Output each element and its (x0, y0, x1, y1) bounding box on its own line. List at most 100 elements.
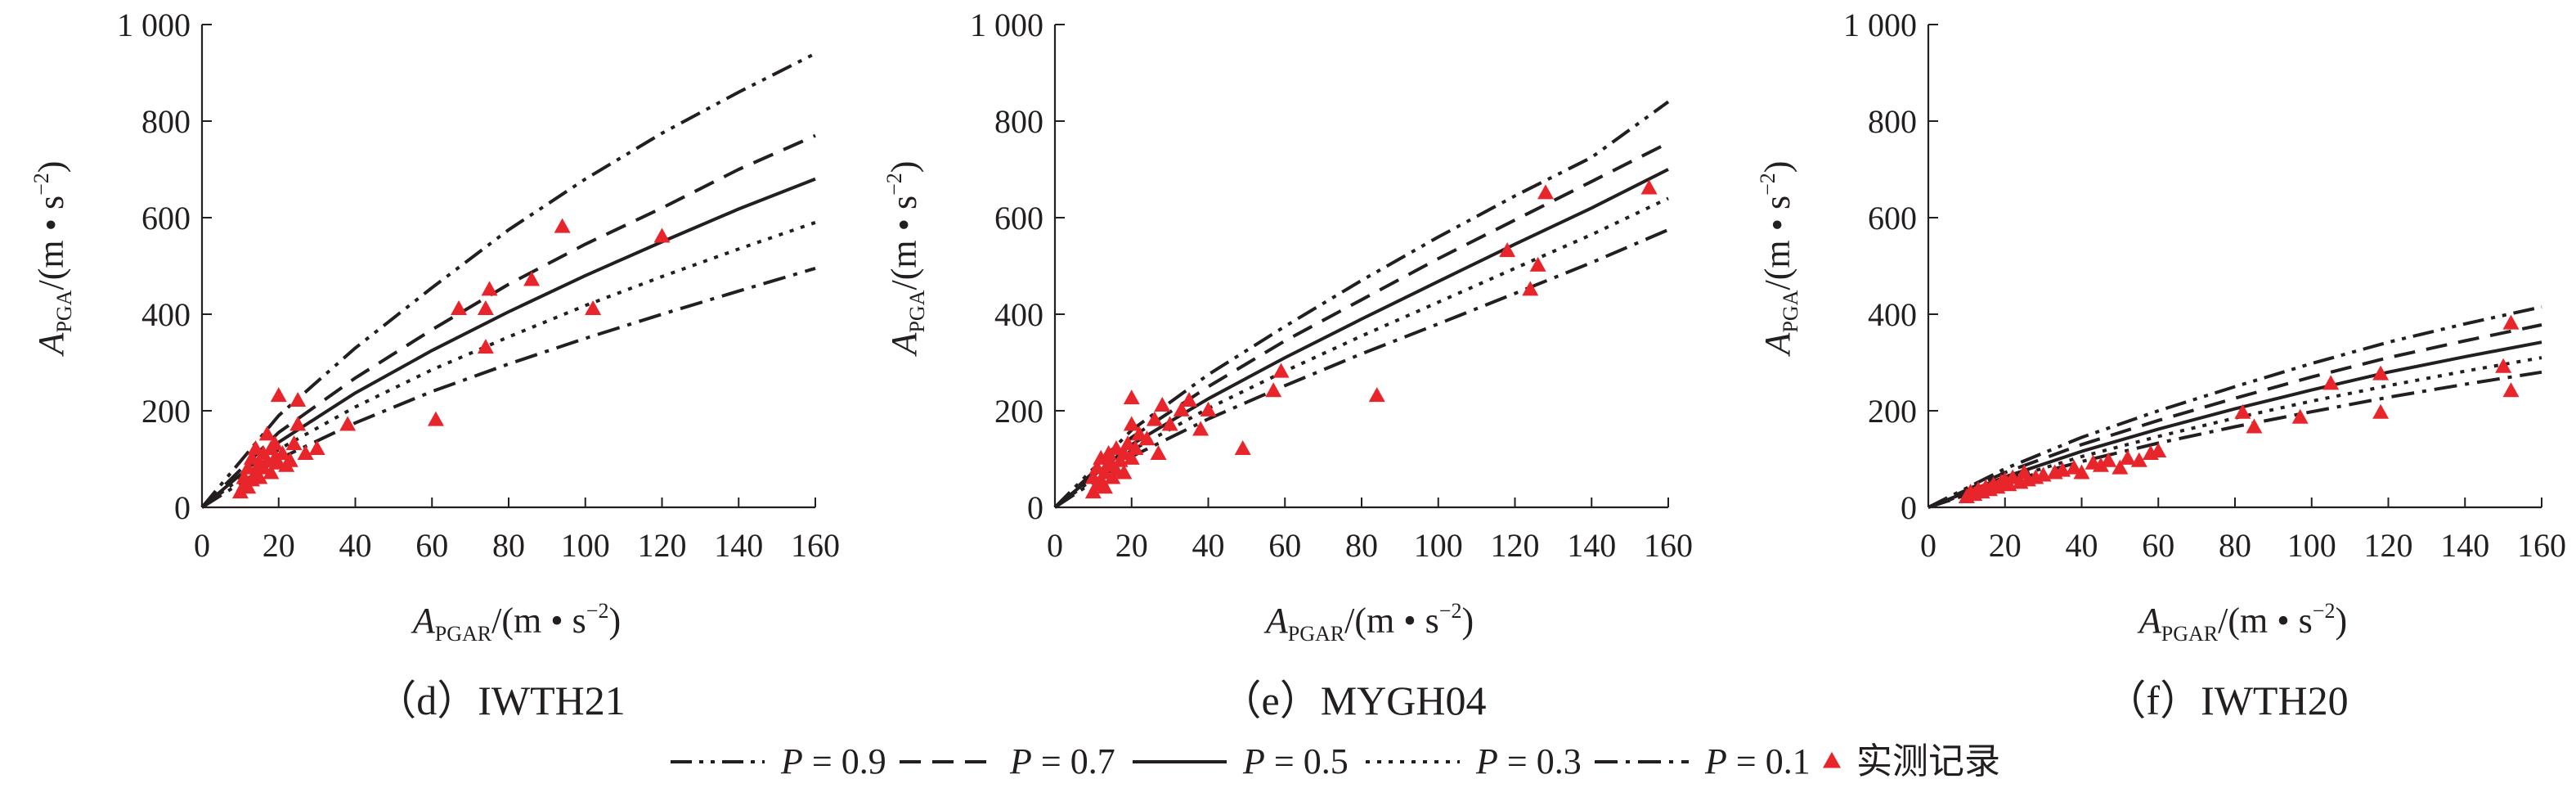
x-tick-label: 120 (1491, 527, 1540, 564)
curve-P05 (1928, 340, 2542, 509)
legend-p-symbol: P (1475, 741, 1498, 781)
record-point (1272, 362, 1290, 378)
record-point (1127, 440, 1144, 456)
legend-record-marker (1823, 751, 1841, 768)
record-point (1123, 416, 1140, 431)
y-axis-label: APGA/(m • s−2) (29, 161, 76, 358)
chart-panel: 0 200 400 600 800 1 000 0 20 40 60 80 100 120 140 160 A… (882, 7, 1693, 723)
record-point (2073, 464, 2090, 480)
y-axis-label-symbol: A (31, 331, 71, 357)
x-tick-label: 100 (2287, 527, 2336, 564)
y-tick-label: 800 (1868, 103, 1917, 140)
record-point (554, 218, 571, 233)
y-tick-label: 1 000 (1843, 7, 1917, 43)
record-point (251, 469, 268, 484)
y-tick-label: 200 (1868, 393, 1917, 430)
y-axis-label-unit: /(m • s (1757, 196, 1797, 290)
x-tick-label: 60 (2142, 527, 2174, 564)
y-axis-label-unit: /(m • s (884, 196, 924, 290)
record-point (281, 452, 298, 467)
curve-P01 (1053, 227, 1669, 509)
curve-P07 (1053, 141, 1669, 509)
record-point (2100, 452, 2117, 467)
record-point (1154, 396, 1171, 412)
legend-p-value: = 0.1 (1727, 741, 1811, 781)
x-axis-label-close: ) (2335, 601, 2347, 641)
curve-P09 (200, 52, 816, 509)
record-point (477, 339, 494, 354)
x-axis-label-subscript: PGAR (2161, 622, 2219, 646)
y-axis-label-symbol: A (1757, 331, 1797, 357)
x-tick-label: 20 (263, 527, 295, 564)
record-point (2246, 418, 2263, 434)
y-tick-label: 600 (141, 200, 191, 236)
record-point (1123, 449, 1140, 465)
x-axis-label: APGAR/(m • s−2) (2137, 599, 2347, 646)
record-point (263, 464, 280, 480)
y-axis-label-superscript: −2 (882, 173, 906, 196)
x-axis-label-unit: /(m • s (491, 601, 586, 641)
y-tick-label: 800 (141, 103, 191, 140)
record-point (1161, 416, 1178, 431)
y-tick-label: 200 (994, 393, 1043, 430)
panel-caption: （d）IWTH21 (375, 678, 626, 723)
record-point (1123, 389, 1140, 405)
x-tick-label: 160 (1644, 527, 1693, 564)
x-tick-label: 40 (2066, 527, 2098, 564)
panel-caption: （e）MYGH04 (1221, 678, 1487, 723)
x-tick-label: 80 (492, 527, 525, 564)
x-axis-label-symbol: A (411, 601, 436, 641)
record-point (243, 449, 260, 465)
record-point (1093, 449, 1110, 465)
record-point (2150, 442, 2167, 457)
x-tick-label: 80 (2219, 527, 2251, 564)
x-tick-label: 120 (2364, 527, 2413, 564)
curve-P05 (1053, 168, 1669, 509)
y-axis-label-subscript: PGA (1779, 290, 1802, 332)
record-point (477, 299, 494, 315)
record-point (2372, 403, 2390, 419)
y-tick-label: 800 (994, 103, 1043, 140)
record-point (240, 459, 257, 475)
record-point (1115, 444, 1133, 460)
legend-p-value: = 0.5 (1265, 741, 1349, 781)
record-point (1173, 401, 1190, 417)
record-point (297, 444, 314, 460)
record-point (1265, 382, 1282, 398)
curve-P01 (1928, 370, 2542, 509)
record-point (2322, 375, 2340, 390)
x-axis-label-superscript: −2 (1439, 599, 1462, 623)
x-axis-label: APGAR/(m • s−2) (411, 599, 621, 646)
x-axis-label-symbol: A (1263, 601, 1289, 641)
record-point (247, 440, 264, 456)
record-point (274, 444, 291, 460)
x-tick-label: 160 (2517, 527, 2566, 564)
curve-P09 (1053, 100, 1670, 509)
x-axis-label-subscript: PGAR (1288, 622, 1345, 646)
x-tick-label: 100 (561, 527, 610, 564)
record-point (1640, 179, 1658, 195)
chart-panel: 0 200 400 600 800 1 000 0 20 40 60 80 100 120 140 160 A… (29, 7, 840, 723)
x-tick-label: 40 (1192, 527, 1225, 564)
record-point (285, 435, 303, 451)
x-tick-label: 0 (1920, 527, 1936, 564)
x-axis-label: APGAR/(m • s−2) (1263, 599, 1474, 646)
y-tick-label: 1 000 (970, 7, 1043, 43)
record-point (2112, 459, 2129, 475)
curve-P09 (1928, 305, 2542, 509)
y-tick-label: 400 (1868, 296, 1917, 333)
record-point (258, 426, 276, 441)
record-point (427, 411, 444, 426)
legend-p-symbol: P (780, 741, 803, 781)
curve-P03 (1053, 196, 1669, 509)
curve-P07 (1928, 323, 2542, 509)
x-tick-label: 120 (638, 527, 687, 564)
legend-records-label: 实测记录 (1856, 741, 2000, 782)
record-point (1100, 444, 1117, 460)
legend-p-symbol: P (1704, 741, 1727, 781)
x-tick-label: 160 (791, 527, 840, 564)
legend: P = 0.9 P = 0.7 P = 0.5 P = 0.3 P = 0.1 实测记录 (671, 741, 2000, 782)
curve-P07 (200, 133, 816, 509)
y-tick-label: 0 (1027, 489, 1043, 526)
